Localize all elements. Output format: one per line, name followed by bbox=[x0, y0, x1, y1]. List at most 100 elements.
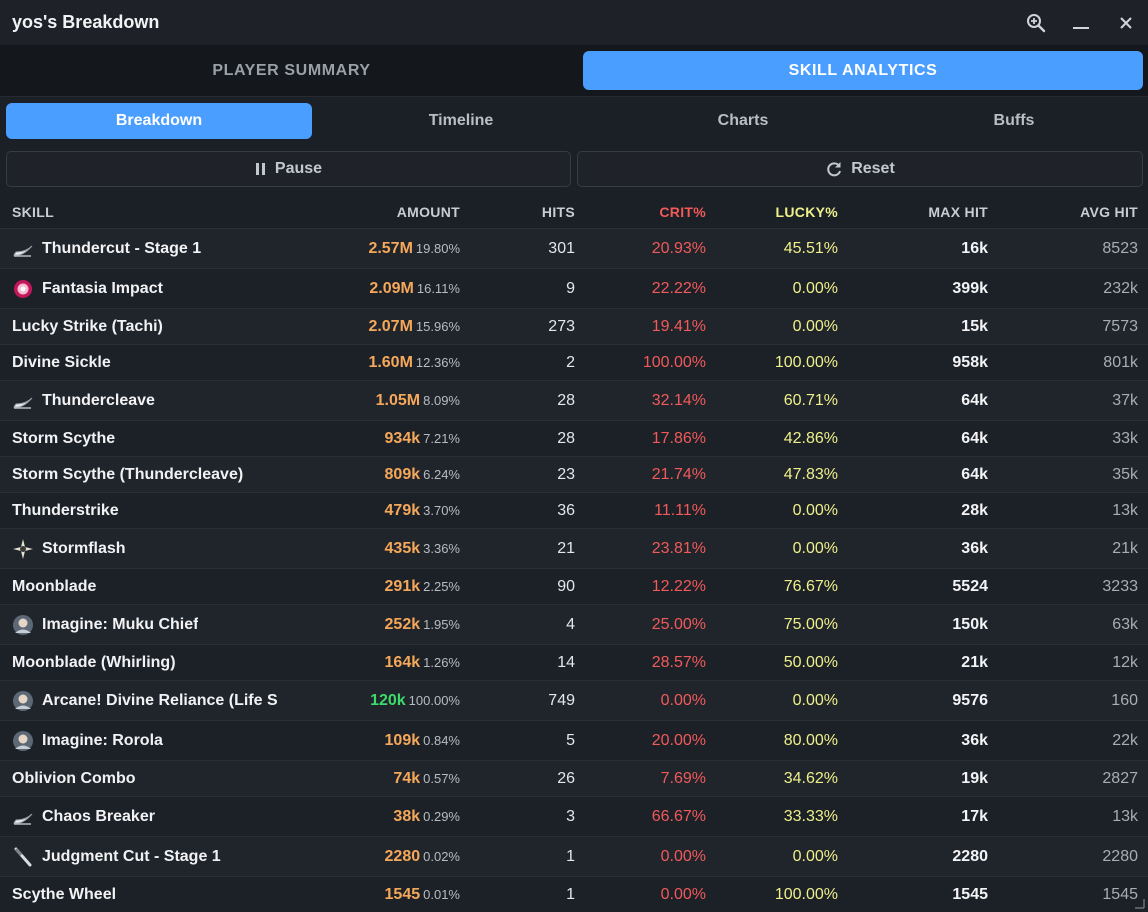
table-row[interactable]: Moonblade 291k 2.25% 90 12.22% 76.67% 5524 3233 bbox=[0, 569, 1148, 605]
tab-breakdown[interactable]: Breakdown bbox=[6, 103, 312, 139]
table-row[interactable]: Thundercut - Stage 1 2.57M 19.80% 301 20.93%… bbox=[0, 229, 1148, 269]
scythe-icon bbox=[12, 390, 34, 412]
max-hit-value: 958k bbox=[952, 353, 988, 371]
skill-cell: Divine Sickle bbox=[12, 345, 277, 380]
amount-cell: 809k 6.24% bbox=[385, 457, 460, 492]
main-tab-bar: PLAYER SUMMARY SKILL ANALYTICS bbox=[0, 45, 1148, 97]
crit-value: 12.22% bbox=[651, 577, 706, 595]
col-skill[interactable]: SKILL bbox=[12, 203, 54, 220]
table-row[interactable]: Thundercleave 1.05M 8.09% 28 32.14% 60.71% 64k… bbox=[0, 381, 1148, 421]
table-row[interactable]: Fantasia Impact 2.09M 16.11% 9 22.22% 0.00% 39… bbox=[0, 269, 1148, 309]
crit-value: 0.00% bbox=[660, 847, 706, 865]
max-hit-value: 5524 bbox=[952, 577, 988, 595]
lucky-value: 80.00% bbox=[783, 731, 838, 749]
table-row[interactable]: Lucky Strike (Tachi) 2.07M 15.96% 273 19.41%… bbox=[0, 309, 1148, 345]
avg-hit-value: 2827 bbox=[1102, 769, 1138, 787]
skill-name: Storm Scythe (Thundercleave) bbox=[12, 465, 244, 483]
hits-value: 301 bbox=[548, 239, 575, 257]
avg-hit-value: 12k bbox=[1112, 653, 1138, 671]
window-controls bbox=[1013, 0, 1148, 45]
amount-cell: 1.60M 12.36% bbox=[368, 345, 460, 380]
amount-percent: 15.96% bbox=[415, 319, 460, 334]
avg-hit-value: 63k bbox=[1112, 615, 1138, 633]
skill-cell: Stormflash bbox=[12, 529, 277, 568]
tab-charts[interactable]: Charts bbox=[717, 112, 769, 129]
pause-button[interactable]: Pause bbox=[6, 151, 571, 187]
tab-player-summary[interactable]: PLAYER SUMMARY bbox=[212, 61, 371, 79]
table-row[interactable]: Moonblade (Whirling) 164k 1.26% 14 28.57% 50.… bbox=[0, 645, 1148, 681]
zoom-in-icon bbox=[1026, 13, 1045, 32]
lucky-value: 0.00% bbox=[792, 847, 838, 865]
tab-skill-analytics[interactable]: SKILL ANALYTICS bbox=[583, 51, 1143, 90]
table-row[interactable]: Storm Scythe (Thundercleave) 809k 6.24% 23 2… bbox=[0, 457, 1148, 493]
amount-percent: 12.36% bbox=[415, 355, 460, 370]
skill-name: Storm Scythe bbox=[12, 429, 116, 447]
reset-button[interactable]: Reset bbox=[577, 151, 1143, 187]
lucky-value: 0.00% bbox=[792, 279, 838, 297]
amount-value: 809k bbox=[384, 465, 421, 483]
lucky-value: 0.00% bbox=[792, 539, 838, 557]
amount-percent: 0.29% bbox=[423, 809, 460, 824]
tab-buffs[interactable]: Buffs bbox=[993, 112, 1035, 129]
col-max-hit[interactable]: MAX HIT bbox=[928, 203, 988, 220]
table-body: Thundercut - Stage 1 2.57M 19.80% 301 20.93%… bbox=[0, 229, 1148, 912]
table-row[interactable]: Imagine: Rorola 109k 0.84% 5 20.00% 80.00% 36k… bbox=[0, 721, 1148, 761]
table-row[interactable]: Imagine: Muku Chief 252k 1.95% 4 25.00% 75.00… bbox=[0, 605, 1148, 645]
lucky-value: 42.86% bbox=[783, 429, 838, 447]
table-row[interactable]: Scythe Wheel 1545 0.01% 1 0.00% 100.00% 1545 15… bbox=[0, 877, 1148, 912]
zoom-button[interactable] bbox=[1013, 0, 1058, 45]
pink-burst-icon bbox=[12, 278, 34, 300]
crit-value: 22.22% bbox=[651, 279, 706, 297]
lucky-value: 45.51% bbox=[783, 239, 838, 257]
crit-value: 19.41% bbox=[651, 317, 706, 335]
amount-value: 1.60M bbox=[368, 353, 413, 371]
tab-timeline[interactable]: Timeline bbox=[428, 112, 494, 129]
table-row[interactable]: Arcane! Divine Reliance (Life S 120k 100.0… bbox=[0, 681, 1148, 721]
hits-value: 23 bbox=[557, 465, 575, 483]
col-crit[interactable]: CRIT% bbox=[659, 203, 706, 220]
portrait-icon bbox=[12, 730, 34, 752]
skill-cell: Judgment Cut - Stage 1 bbox=[12, 837, 277, 876]
table-row[interactable]: Judgment Cut - Stage 1 2280 0.02% 1 0.00% 0.0… bbox=[0, 837, 1148, 877]
minimize-button[interactable] bbox=[1058, 0, 1103, 45]
hits-value: 2 bbox=[566, 353, 575, 371]
table-row[interactable]: Stormflash 435k 3.36% 21 23.81% 0.00% 36k 21k bbox=[0, 529, 1148, 569]
skill-cell: Imagine: Rorola bbox=[12, 721, 277, 760]
skill-name: Fantasia Impact bbox=[42, 279, 163, 297]
max-hit-value: 19k bbox=[961, 769, 988, 787]
crit-value: 66.67% bbox=[651, 807, 706, 825]
max-hit-value: 399k bbox=[952, 279, 988, 297]
hits-value: 9 bbox=[566, 279, 575, 297]
table-row[interactable]: Chaos Breaker 38k 0.29% 3 66.67% 33.33% 17k 13k bbox=[0, 797, 1148, 837]
table-row[interactable]: Storm Scythe 934k 7.21% 28 17.86% 42.86% 64k 33… bbox=[0, 421, 1148, 457]
col-hits[interactable]: HITS bbox=[541, 203, 575, 220]
avg-hit-value: 35k bbox=[1112, 465, 1138, 483]
skill-table: SKILL AMOUNT HITS CRIT% LUCKY% MAX HIT A… bbox=[0, 194, 1148, 912]
crit-value: 0.00% bbox=[660, 691, 706, 709]
amount-percent: 0.01% bbox=[423, 887, 460, 902]
col-lucky[interactable]: LUCKY% bbox=[775, 203, 838, 220]
crit-value: 7.69% bbox=[660, 769, 706, 787]
table-row[interactable]: Divine Sickle 1.60M 12.36% 2 100.00% 100.00% 9… bbox=[0, 345, 1148, 381]
avg-hit-value: 160 bbox=[1111, 691, 1138, 709]
amount-percent: 100.00% bbox=[408, 693, 460, 708]
col-avg-hit[interactable]: AVG HIT bbox=[1080, 203, 1138, 220]
max-hit-value: 15k bbox=[961, 317, 988, 335]
skill-name: Imagine: Muku Chief bbox=[42, 615, 199, 633]
lucky-value: 100.00% bbox=[774, 353, 838, 371]
amount-value: 109k bbox=[384, 731, 421, 749]
table-row[interactable]: Oblivion Combo 74k 0.57% 26 7.69% 34.62% 19k 28… bbox=[0, 761, 1148, 797]
crit-value: 17.86% bbox=[651, 429, 706, 447]
hits-value: 273 bbox=[548, 317, 575, 335]
avg-hit-value: 7573 bbox=[1102, 317, 1138, 335]
resize-grip-icon[interactable] bbox=[1133, 897, 1145, 909]
skill-name: Chaos Breaker bbox=[42, 807, 155, 825]
amount-percent: 0.84% bbox=[423, 733, 460, 748]
skill-name: Imagine: Rorola bbox=[42, 731, 163, 749]
col-amount[interactable]: AMOUNT bbox=[396, 203, 460, 220]
amount-cell: 120k 100.00% bbox=[370, 681, 460, 720]
close-button[interactable] bbox=[1103, 0, 1148, 45]
amount-value: 291k bbox=[384, 577, 421, 595]
amount-cell: 2280 0.02% bbox=[385, 837, 460, 876]
table-row[interactable]: Thunderstrike 479k 3.70% 36 11.11% 0.00% 28k 13… bbox=[0, 493, 1148, 529]
